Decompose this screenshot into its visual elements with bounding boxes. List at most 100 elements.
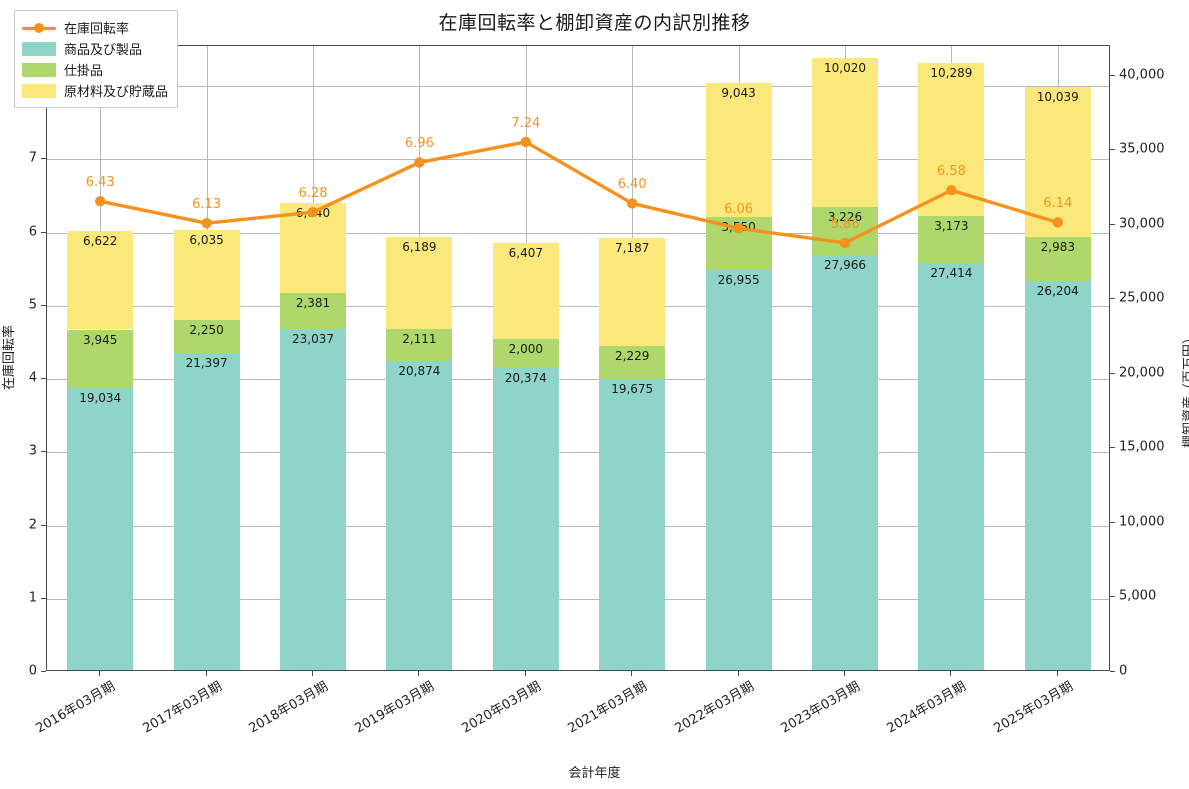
x-axis-tick-label: 2024年03月期 [884, 679, 970, 737]
bar-segment[interactable] [386, 360, 453, 670]
legend-item-line[interactable]: 在庫回転率 [22, 17, 168, 38]
bar-segment[interactable] [1024, 236, 1091, 282]
bar-value-label: 6,035 [189, 232, 224, 247]
bar-segment[interactable] [173, 319, 240, 354]
bar-segment[interactable] [918, 216, 985, 264]
x-axis-tick-label: 2019年03月期 [352, 679, 438, 737]
y-axis-right-tickmark [1110, 74, 1115, 76]
y-axis-left-tick-label: 7 [28, 150, 37, 166]
bar-value-label: 10,039 [1036, 90, 1079, 105]
y-axis-left-tick-label: 6 [28, 224, 37, 240]
bar-segment[interactable] [280, 203, 346, 294]
bar-segment[interactable] [386, 329, 453, 361]
bar-value-label: 23,037 [292, 331, 334, 346]
gridline-horizontal [47, 525, 1109, 527]
line-value-label: 6.96 [404, 136, 434, 152]
x-axis-tick-label: 2022年03月期 [672, 679, 757, 737]
bar-value-label: 26,204 [1036, 284, 1079, 299]
bar-segment[interactable] [918, 263, 985, 670]
line-data-point[interactable] [839, 237, 851, 249]
bar-value-label: 6,622 [83, 233, 118, 248]
line-value-label: 5.86 [830, 216, 860, 232]
y-axis-left-tickmark [41, 597, 46, 599]
x-axis-tick-label: 2018年03月期 [246, 679, 331, 737]
bar-segment[interactable] [67, 388, 134, 670]
line-data-point[interactable] [307, 207, 319, 218]
y-axis-right-tick-label: 10,000 [1119, 514, 1165, 530]
chart-legend: 在庫回転率 商品及び製品 仕掛品 原材料及び貯蔵品 [14, 10, 179, 108]
bar-value-label: 26,955 [717, 273, 760, 288]
line-data-point[interactable] [520, 136, 531, 148]
x-axis-tickmark [418, 671, 420, 676]
bar-segment[interactable] [173, 353, 240, 670]
bar-segment[interactable] [492, 338, 559, 369]
line-value-label: 7.24 [511, 115, 541, 131]
bar-value-label: 6,189 [402, 240, 437, 255]
bar-segment[interactable] [492, 368, 559, 670]
legend-item-merchandise[interactable]: 商品及び製品 [22, 38, 168, 59]
bar-segment[interactable] [67, 329, 134, 389]
bar-value-label: 2,111 [402, 332, 437, 347]
y-axis-right-tickmark [1110, 223, 1115, 225]
line-data-point[interactable] [733, 223, 744, 234]
bar-segment[interactable] [67, 230, 134, 330]
color-swatch-icon [22, 62, 56, 77]
bar-segment[interactable] [173, 229, 240, 320]
bar-value-label: 3,226 [827, 210, 863, 225]
y-axis-right-tickmark [1110, 149, 1115, 151]
color-swatch-icon [22, 41, 56, 56]
y-axis-right-tick-label: 35,000 [1119, 141, 1165, 157]
bar-segment[interactable] [492, 243, 559, 339]
x-axis-tickmark [950, 671, 952, 676]
bar-segment[interactable] [599, 378, 666, 670]
legend-item-wip[interactable]: 仕掛品 [22, 59, 168, 80]
bar-segment[interactable] [280, 293, 346, 329]
bar-segment[interactable] [386, 237, 453, 330]
line-value-label: 6.28 [298, 186, 328, 202]
line-data-point[interactable] [201, 217, 212, 229]
plot-inner: 19,034 3,945 6,622 21,397 2,250 6,035 23,037 2,… [47, 46, 1109, 670]
line-data-point[interactable] [946, 185, 957, 196]
line-data-point[interactable] [95, 196, 106, 207]
bar-segment[interactable] [1024, 87, 1091, 237]
bar-value-label: 27,414 [930, 266, 973, 281]
bar-value-label: 2,250 [189, 322, 224, 337]
x-axis-tick-label: 2017年03月期 [140, 679, 225, 737]
gridline-horizontal [47, 159, 1109, 161]
bar-segment[interactable] [812, 57, 878, 208]
x-axis-tickmark [631, 671, 633, 676]
y-axis-right-tickmark [1110, 671, 1115, 672]
gridline-horizontal [47, 86, 1109, 88]
bar-value-label: 2,983 [1040, 239, 1075, 254]
gridline-horizontal [47, 379, 1109, 381]
bar-segment[interactable] [705, 270, 772, 670]
line-value-label: 6.06 [724, 202, 754, 218]
y-axis-left-tickmark [41, 378, 46, 380]
x-axis-tick-label: 2016年03月期 [33, 679, 118, 737]
y-axis-right-tickmark [1110, 298, 1115, 300]
x-axis-title: 会計年度 [568, 766, 621, 781]
y-axis-right-tick-label: 25,000 [1119, 290, 1165, 306]
legend-item-raw-materials[interactable]: 原材料及び貯蔵品 [22, 80, 168, 101]
line-data-point[interactable] [1052, 217, 1063, 228]
bar-value-label: 2,229 [615, 348, 650, 363]
bar-segment[interactable] [705, 82, 772, 218]
bar-value-label: 9,043 [721, 85, 756, 100]
bar-segment[interactable] [812, 255, 878, 670]
y-axis-left-tickmark [41, 524, 46, 526]
color-swatch-icon [22, 83, 56, 98]
line-data-point[interactable] [627, 198, 638, 209]
x-axis-tick-label: 2021年03月期 [565, 679, 650, 737]
bar-value-label: 20,374 [504, 371, 547, 386]
bar-value-label: 2,000 [508, 341, 543, 356]
bar-segment[interactable] [599, 238, 666, 346]
line-value-label: 6.14 [1043, 196, 1073, 212]
bar-segment[interactable] [1024, 281, 1091, 670]
y-axis-left-tick-label: 1 [28, 590, 37, 606]
bar-segment[interactable] [280, 328, 346, 670]
bar-value-label: 27,966 [824, 258, 866, 273]
bar-value-label: 19,034 [79, 391, 122, 406]
line-data-point[interactable] [414, 157, 425, 168]
bar-segment[interactable] [599, 345, 666, 379]
